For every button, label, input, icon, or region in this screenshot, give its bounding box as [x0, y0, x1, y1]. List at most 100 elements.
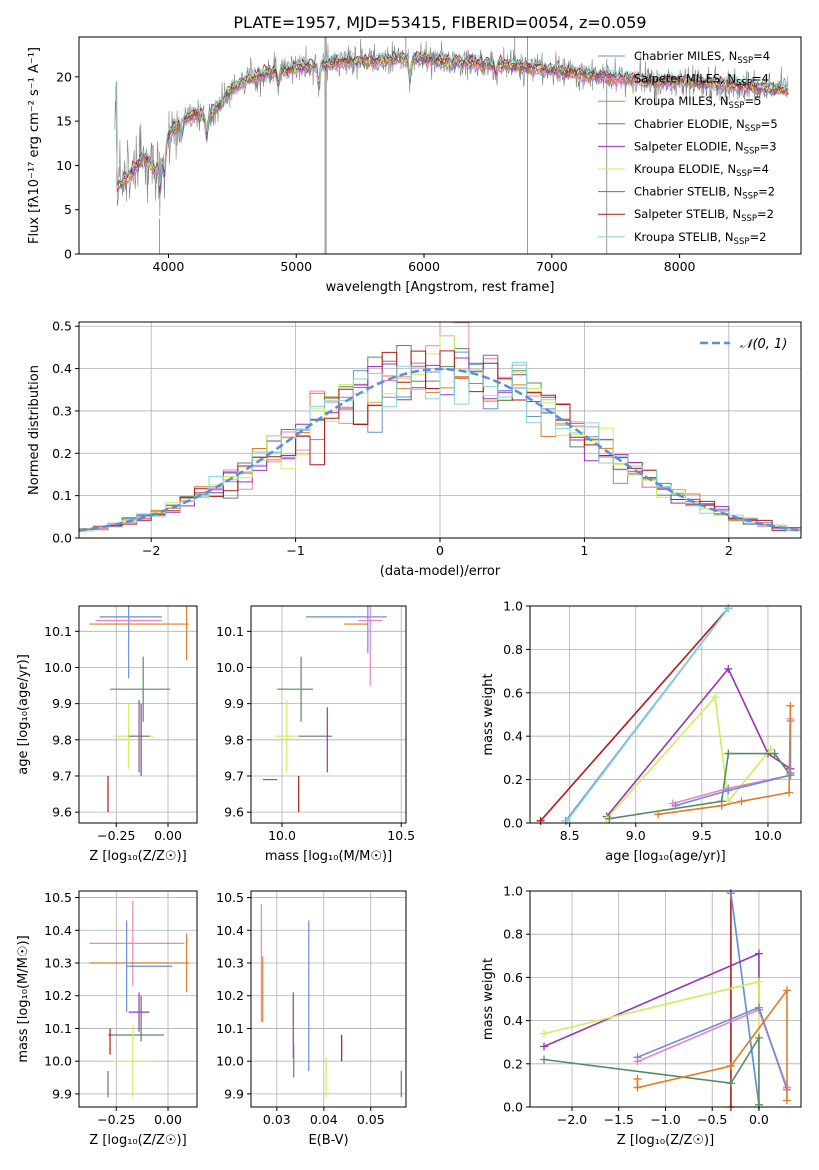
x-tick-label: 7000: [536, 259, 568, 274]
y-tick-label: 10.0: [216, 660, 244, 675]
y-tick-label: 9.9: [224, 1086, 244, 1101]
x-tick-label: 6000: [408, 259, 440, 274]
data-point-3: [358, 606, 383, 686]
weight-marker: [540, 1055, 549, 1064]
legend-entry-8: Salpeter STELIB, NSSP=2: [634, 207, 774, 224]
y-tick-label: 10.0: [44, 1054, 72, 1069]
x-tick-label: 10.0: [268, 828, 296, 843]
y-tick-label: 10.1: [44, 1021, 72, 1036]
weight-marker: [540, 1029, 549, 1038]
residual-plot-area: [79, 322, 801, 538]
weight-line-6: [543, 1035, 760, 1105]
x-tick-label: 2: [725, 543, 733, 558]
data-point-6: [128, 992, 150, 1032]
spectrum-plot-area: [114, 37, 789, 254]
y-tick-label: 9.7: [224, 768, 244, 783]
y-axis-label: Normed distribution: [27, 365, 42, 495]
y-axis-label: mass weight: [481, 673, 496, 755]
x-tick-label: 10.5: [387, 828, 415, 843]
y-tick-label: 0.2: [503, 1056, 523, 1071]
x-tick-label: 0.03: [263, 1112, 291, 1127]
y-tick-label: 10.1: [44, 624, 72, 639]
y-tick-label: 0.0: [503, 1100, 523, 1115]
weight-vs-age-panel: 8.5 9.0 9.5 10.0 0.0 0.2 0.4 0.6 0.8 1.0 age [log₁…: [481, 599, 802, 864]
y-tick-label: 0.2: [503, 772, 523, 787]
y-tick-label: 0: [64, 247, 72, 262]
weight-marker: [540, 1042, 549, 1051]
y-tick-label: 0.8: [503, 642, 523, 657]
panel-plot-area: [89, 900, 189, 1098]
y-tick-label: 10.5: [216, 890, 244, 905]
x-axis-label: (data-model)/error: [380, 564, 501, 579]
age-vs-metallicity-panel: −0.25 0.00 9.6 9.7 9.8 9.9 10.0 10.1 Z [log₁₀(Z/…: [16, 605, 198, 864]
weight-marker: [711, 693, 720, 702]
figure-title: PLATE=1957, MJD=53415, FIBERID=0054, z=0…: [233, 13, 646, 32]
gaussian-curve: [79, 367, 801, 532]
x-axis-label: Z [log₁₀(Z/Z☉)]: [89, 1133, 186, 1148]
y-tick-label: 0.3: [52, 403, 72, 418]
y-tick-label: 5: [64, 202, 72, 217]
weight-marker: [633, 1074, 642, 1083]
x-tick-label: 0.00: [154, 828, 182, 843]
y-tick-label: 9.9: [52, 1086, 72, 1101]
weight-marker: [654, 810, 663, 819]
y-tick-label: 0.6: [503, 970, 523, 985]
axes-frame: [78, 890, 198, 1108]
x-axis-label: age [log₁₀(age/yr)]: [605, 849, 726, 864]
weight-marker: [786, 771, 795, 780]
age-vs-mass-panel: 10.0 10.5 9.6 9.7 9.8 9.9 10.0 10.1 mass [log₁₀(…: [216, 605, 415, 864]
weight-marker: [633, 1053, 642, 1062]
weight-line-9: [658, 705, 792, 816]
axes-frame: [250, 890, 407, 1108]
panel-plot-area: [262, 606, 387, 813]
y-tick-label: 0.0: [503, 816, 523, 831]
y-tick-label: 10.4: [44, 923, 72, 938]
x-tick-label: 0: [436, 543, 444, 558]
x-tick-label: −2.0: [557, 1112, 587, 1127]
y-axis-label: Flux [fλ10⁻¹⁷ erg cm⁻² s⁻¹ A⁻¹]: [27, 47, 42, 244]
y-tick-label: 9.6: [224, 805, 244, 820]
weight-line-8: [675, 721, 792, 807]
x-tick-label: 0.04: [310, 1112, 338, 1127]
y-tick-label: 10.0: [216, 1054, 244, 1069]
spectrum-legend: Chabrier MILES, NSSP=4 Salpeter MILES, NS…: [598, 49, 778, 247]
y-tick-label: 10.2: [44, 988, 72, 1003]
model-line-2: [115, 56, 789, 193]
y-tick-label: 1.0: [503, 884, 523, 899]
weight-marker: [726, 1079, 735, 1088]
y-tick-label: 10: [56, 158, 72, 173]
y-tick-label: 15: [56, 114, 72, 129]
y-tick-label: 10.1: [216, 1021, 244, 1036]
data-point-10: [114, 1025, 152, 1098]
legend-entry-2: Salpeter MILES, NSSP=4: [634, 72, 769, 89]
x-tick-label: 5000: [280, 259, 312, 274]
x-axis-label: E(B-V): [308, 1133, 348, 1148]
x-tick-label: −1: [286, 543, 304, 558]
residuals-panel: 𝒩(0, 1) −2 −1 0 1 2 0.0 0.1 0.2 0.3 0.4 0.5 (data-mo…: [27, 319, 802, 579]
weight-marker: [766, 745, 775, 754]
weight-line-1: [540, 607, 729, 822]
x-tick-label: −0.25: [97, 1112, 135, 1127]
model-line-8: [115, 50, 789, 187]
x-tick-label: 9.0: [626, 828, 646, 843]
y-tick-label: 9.8: [224, 732, 244, 747]
y-tick-label: 0.2: [52, 446, 72, 461]
weight-marker: [671, 801, 680, 810]
weight-line-4: [606, 667, 791, 818]
y-tick-label: 10.1: [216, 624, 244, 639]
x-tick-label: 4000: [153, 259, 185, 274]
y-tick-label: 0.8: [503, 927, 523, 942]
weight-marker: [605, 814, 614, 823]
y-tick-label: 0.4: [503, 729, 523, 744]
weight-marker: [737, 797, 746, 806]
weight-marker: [726, 889, 735, 898]
weight-vs-metallicity-panel: −2.0 −1.5 −1.0 −0.5 0.0 0.0 0.2 0.4 0.6 0.8 1.0 Z […: [481, 884, 802, 1148]
weight-marker: [782, 986, 791, 995]
mass-vs-metallicity-panel: −0.25 0.00 9.9 10.0 10.1 10.2 10.3 10.4 10.5 Z [l…: [16, 890, 198, 1148]
y-axis-label: age [log₁₀(age/yr)]: [16, 654, 31, 775]
legend-gaussian-label: 𝒩(0, 1): [740, 337, 787, 352]
y-tick-label: 0.0: [52, 531, 72, 546]
x-tick-label: 10.0: [754, 828, 782, 843]
x-tick-label: 8.5: [560, 828, 580, 843]
